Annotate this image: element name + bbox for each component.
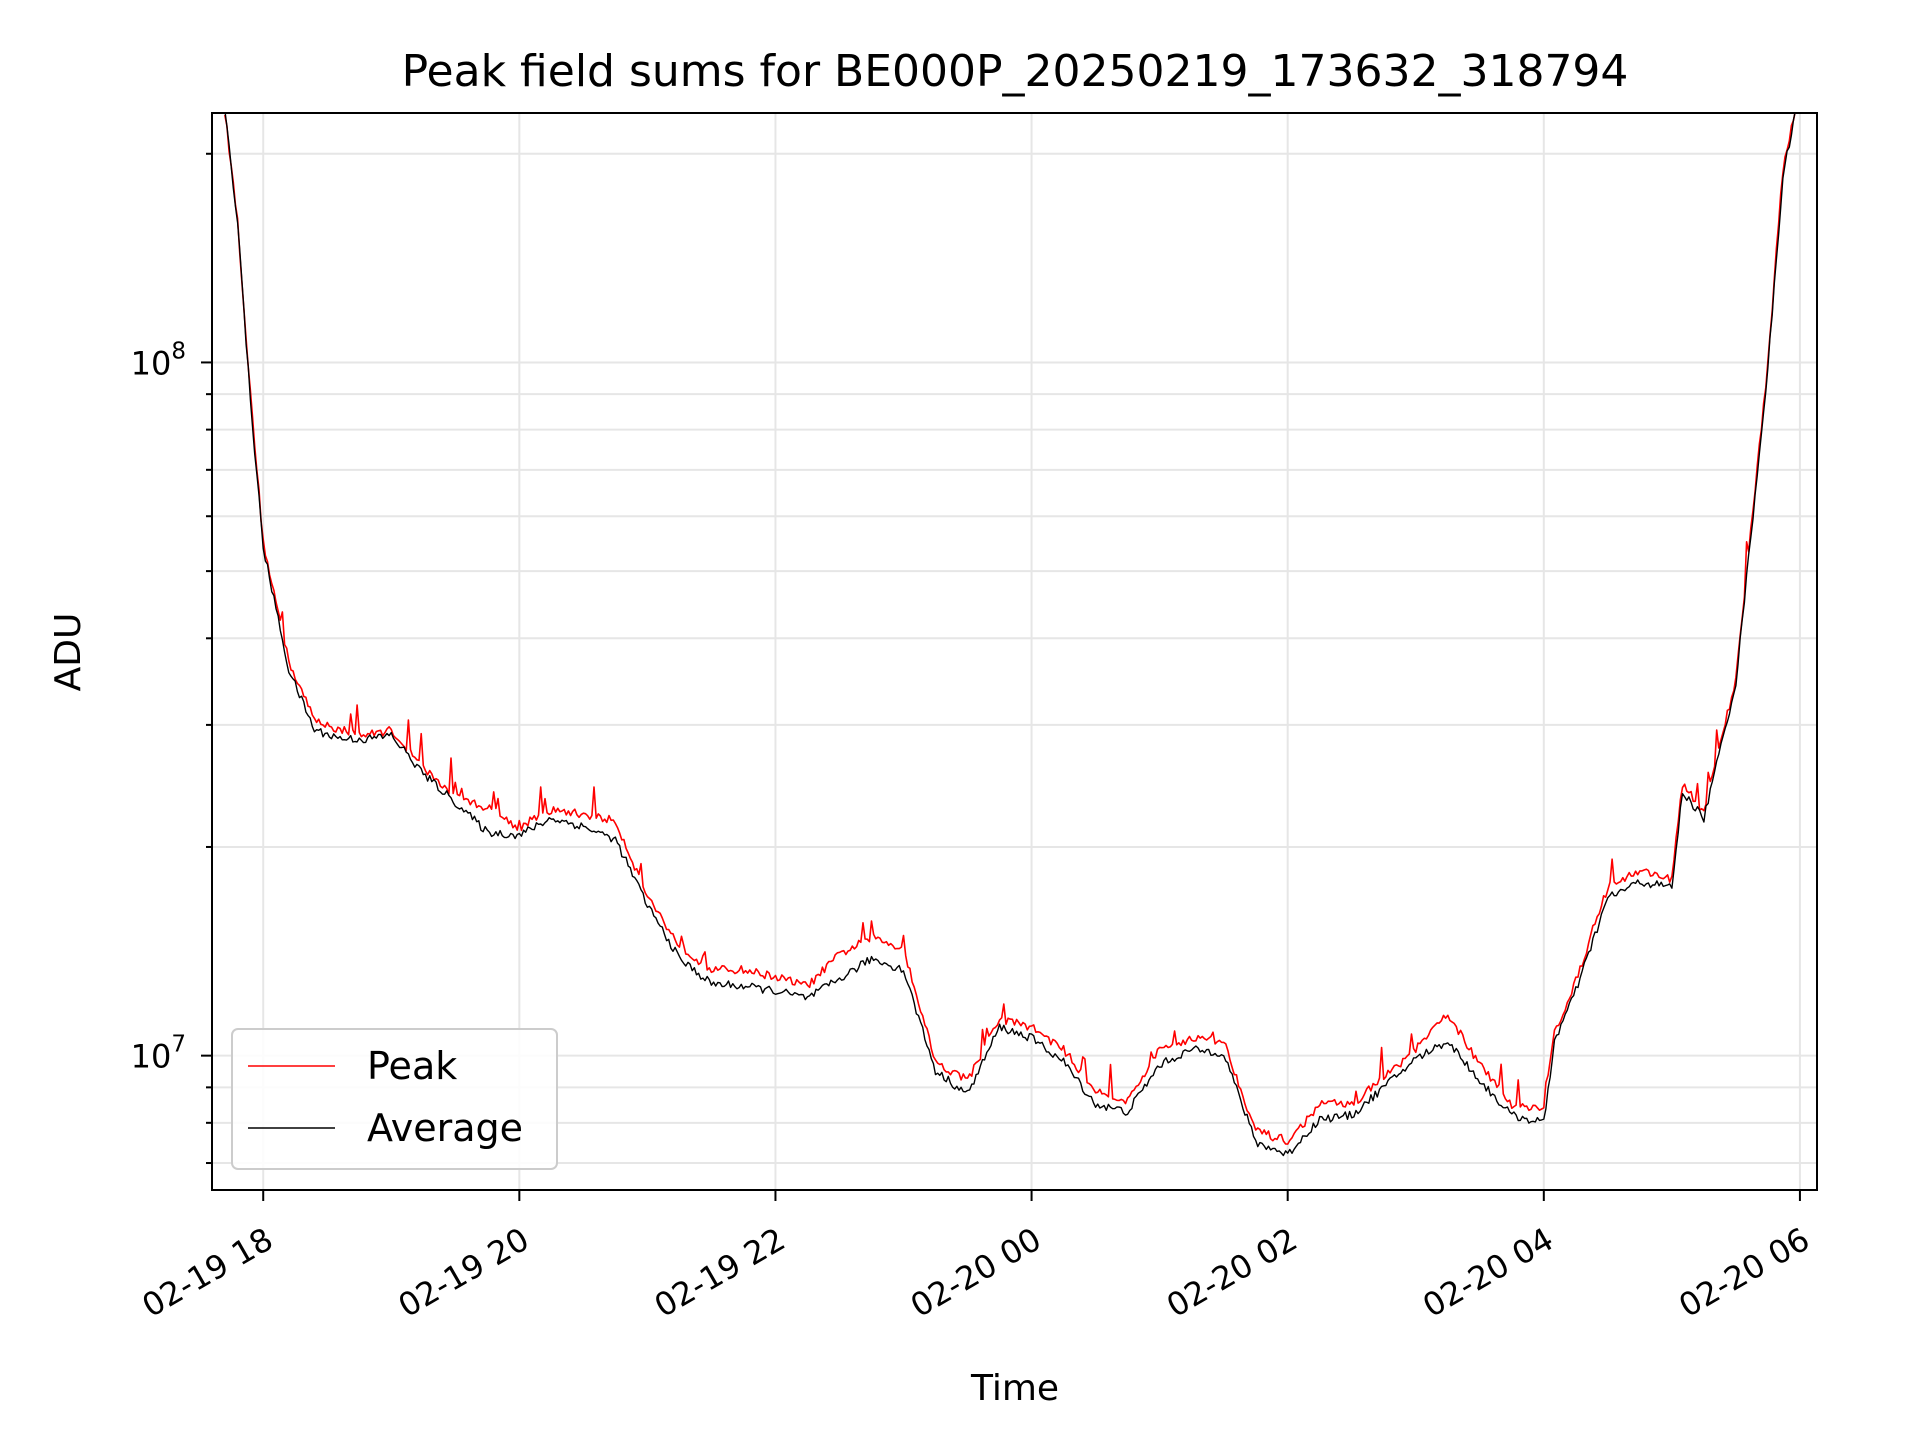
plot-frame [211, 112, 1818, 1191]
chart-title: Peak field sums for BE000P_20250219_1736… [402, 46, 1629, 97]
legend-label-peak: Peak [367, 1044, 457, 1088]
series-area [224, 113, 1796, 1157]
series-line-average [224, 113, 1796, 1157]
series-line-peak [224, 113, 1796, 1145]
legend-label-average: Average [367, 1106, 523, 1150]
y-axis-label: ADU [48, 613, 89, 692]
y-tick-label: 107 [131, 1032, 186, 1076]
grid [212, 113, 1817, 1190]
y-tick-label: 108 [131, 338, 186, 382]
legend: Peak Average [231, 1028, 558, 1170]
x-axis-label: Time [970, 1368, 1059, 1409]
legend-box [231, 1028, 558, 1170]
